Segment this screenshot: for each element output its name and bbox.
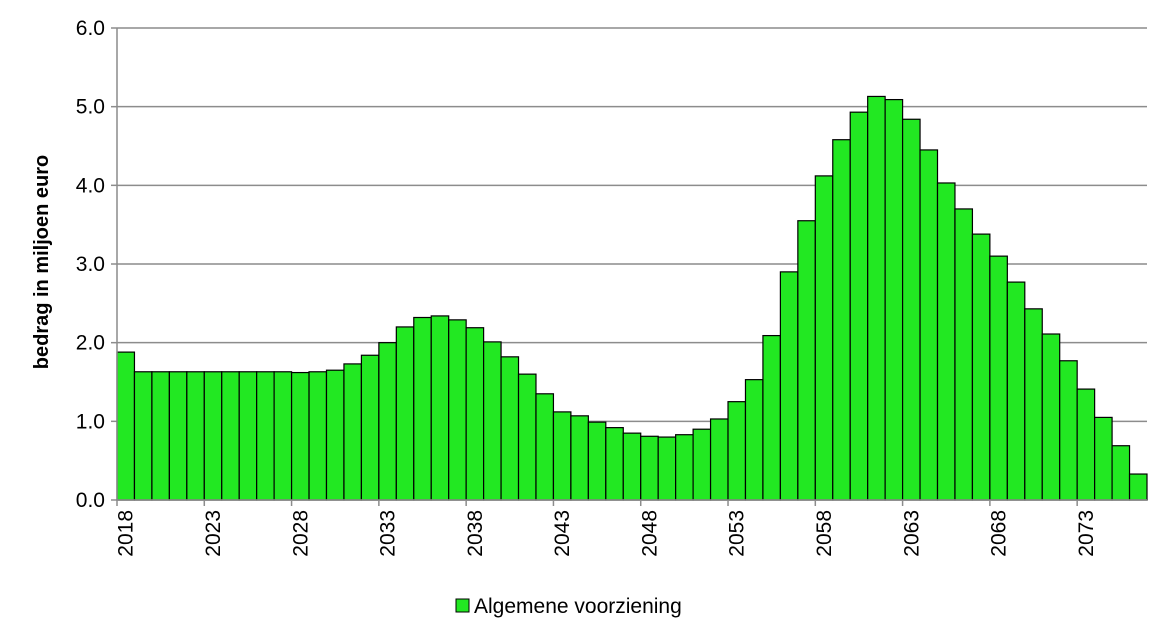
bar (622, 432, 642, 501)
y-tick-label: 3.0 (76, 253, 105, 276)
bar (675, 434, 694, 501)
bar (936, 182, 956, 501)
bar (256, 371, 275, 501)
x-tick-label: 2053 (726, 510, 749, 557)
bar (500, 356, 520, 501)
bar (273, 371, 293, 501)
bar (709, 418, 729, 501)
x-tick-label: 2063 (900, 510, 923, 557)
bar (221, 371, 240, 501)
bar (168, 371, 188, 501)
bar (587, 421, 607, 501)
x-tick-label: 2073 (1075, 510, 1098, 557)
legend-swatch (455, 598, 470, 613)
bar (203, 371, 223, 501)
x-tick-label: 2043 (551, 510, 574, 557)
y-tick-label: 2.0 (76, 332, 105, 355)
x-tick-label: 2058 (813, 510, 836, 557)
bar (1059, 360, 1078, 501)
bar (1041, 333, 1061, 501)
x-tick-label: 2038 (464, 510, 487, 557)
bar (605, 427, 624, 501)
x-tick-label: 2033 (377, 510, 400, 557)
bar (762, 334, 781, 501)
bar (1076, 388, 1096, 501)
bar (797, 220, 816, 501)
y-tick-label: 5.0 (76, 96, 105, 119)
bar (954, 208, 974, 501)
bar (290, 371, 310, 501)
bar (430, 315, 450, 501)
y-tick-label: 1.0 (76, 410, 105, 433)
bar (448, 319, 467, 501)
bar (325, 369, 345, 501)
bar (814, 175, 834, 501)
bar (395, 326, 415, 501)
bar (238, 371, 258, 501)
x-tick-label: 2023 (202, 510, 225, 557)
bar (116, 351, 136, 501)
bar (378, 342, 397, 501)
bar (343, 363, 363, 501)
bar (640, 435, 659, 501)
y-axis-label: bedrag in miljoen euro (31, 155, 53, 369)
y-tick-label: 6.0 (76, 17, 105, 40)
bar (570, 415, 589, 501)
x-tick-label: 2068 (988, 510, 1011, 557)
bar (465, 327, 485, 501)
bar (779, 271, 799, 501)
bar (1024, 308, 1043, 501)
bar (1006, 281, 1026, 501)
x-tick-label: 2018 (115, 510, 138, 557)
bar (727, 401, 747, 501)
bar (692, 428, 712, 501)
y-tick-label: 0.0 (76, 489, 105, 512)
bar (989, 255, 1008, 501)
bar (308, 371, 328, 501)
bar (919, 149, 939, 501)
bar (151, 371, 170, 501)
bar (971, 233, 991, 501)
y-tick-label: 4.0 (76, 174, 105, 197)
bar (884, 98, 904, 501)
bar (517, 373, 537, 501)
bar (867, 95, 886, 501)
x-tick-label: 2028 (289, 510, 312, 557)
bar (744, 379, 764, 501)
bar (133, 371, 153, 501)
bar (901, 118, 921, 501)
bar (483, 341, 502, 501)
bar (1094, 416, 1113, 501)
bar (1128, 473, 1148, 501)
bar (657, 436, 677, 501)
bar (413, 316, 432, 501)
bar (849, 111, 869, 501)
legend-label: Algemene voorziening (474, 595, 682, 618)
bar (1111, 445, 1131, 501)
bar (535, 393, 555, 501)
x-tick-label: 2048 (638, 510, 661, 557)
bar (186, 371, 205, 501)
bar (832, 139, 851, 501)
bar (552, 411, 572, 501)
bar (360, 354, 380, 501)
